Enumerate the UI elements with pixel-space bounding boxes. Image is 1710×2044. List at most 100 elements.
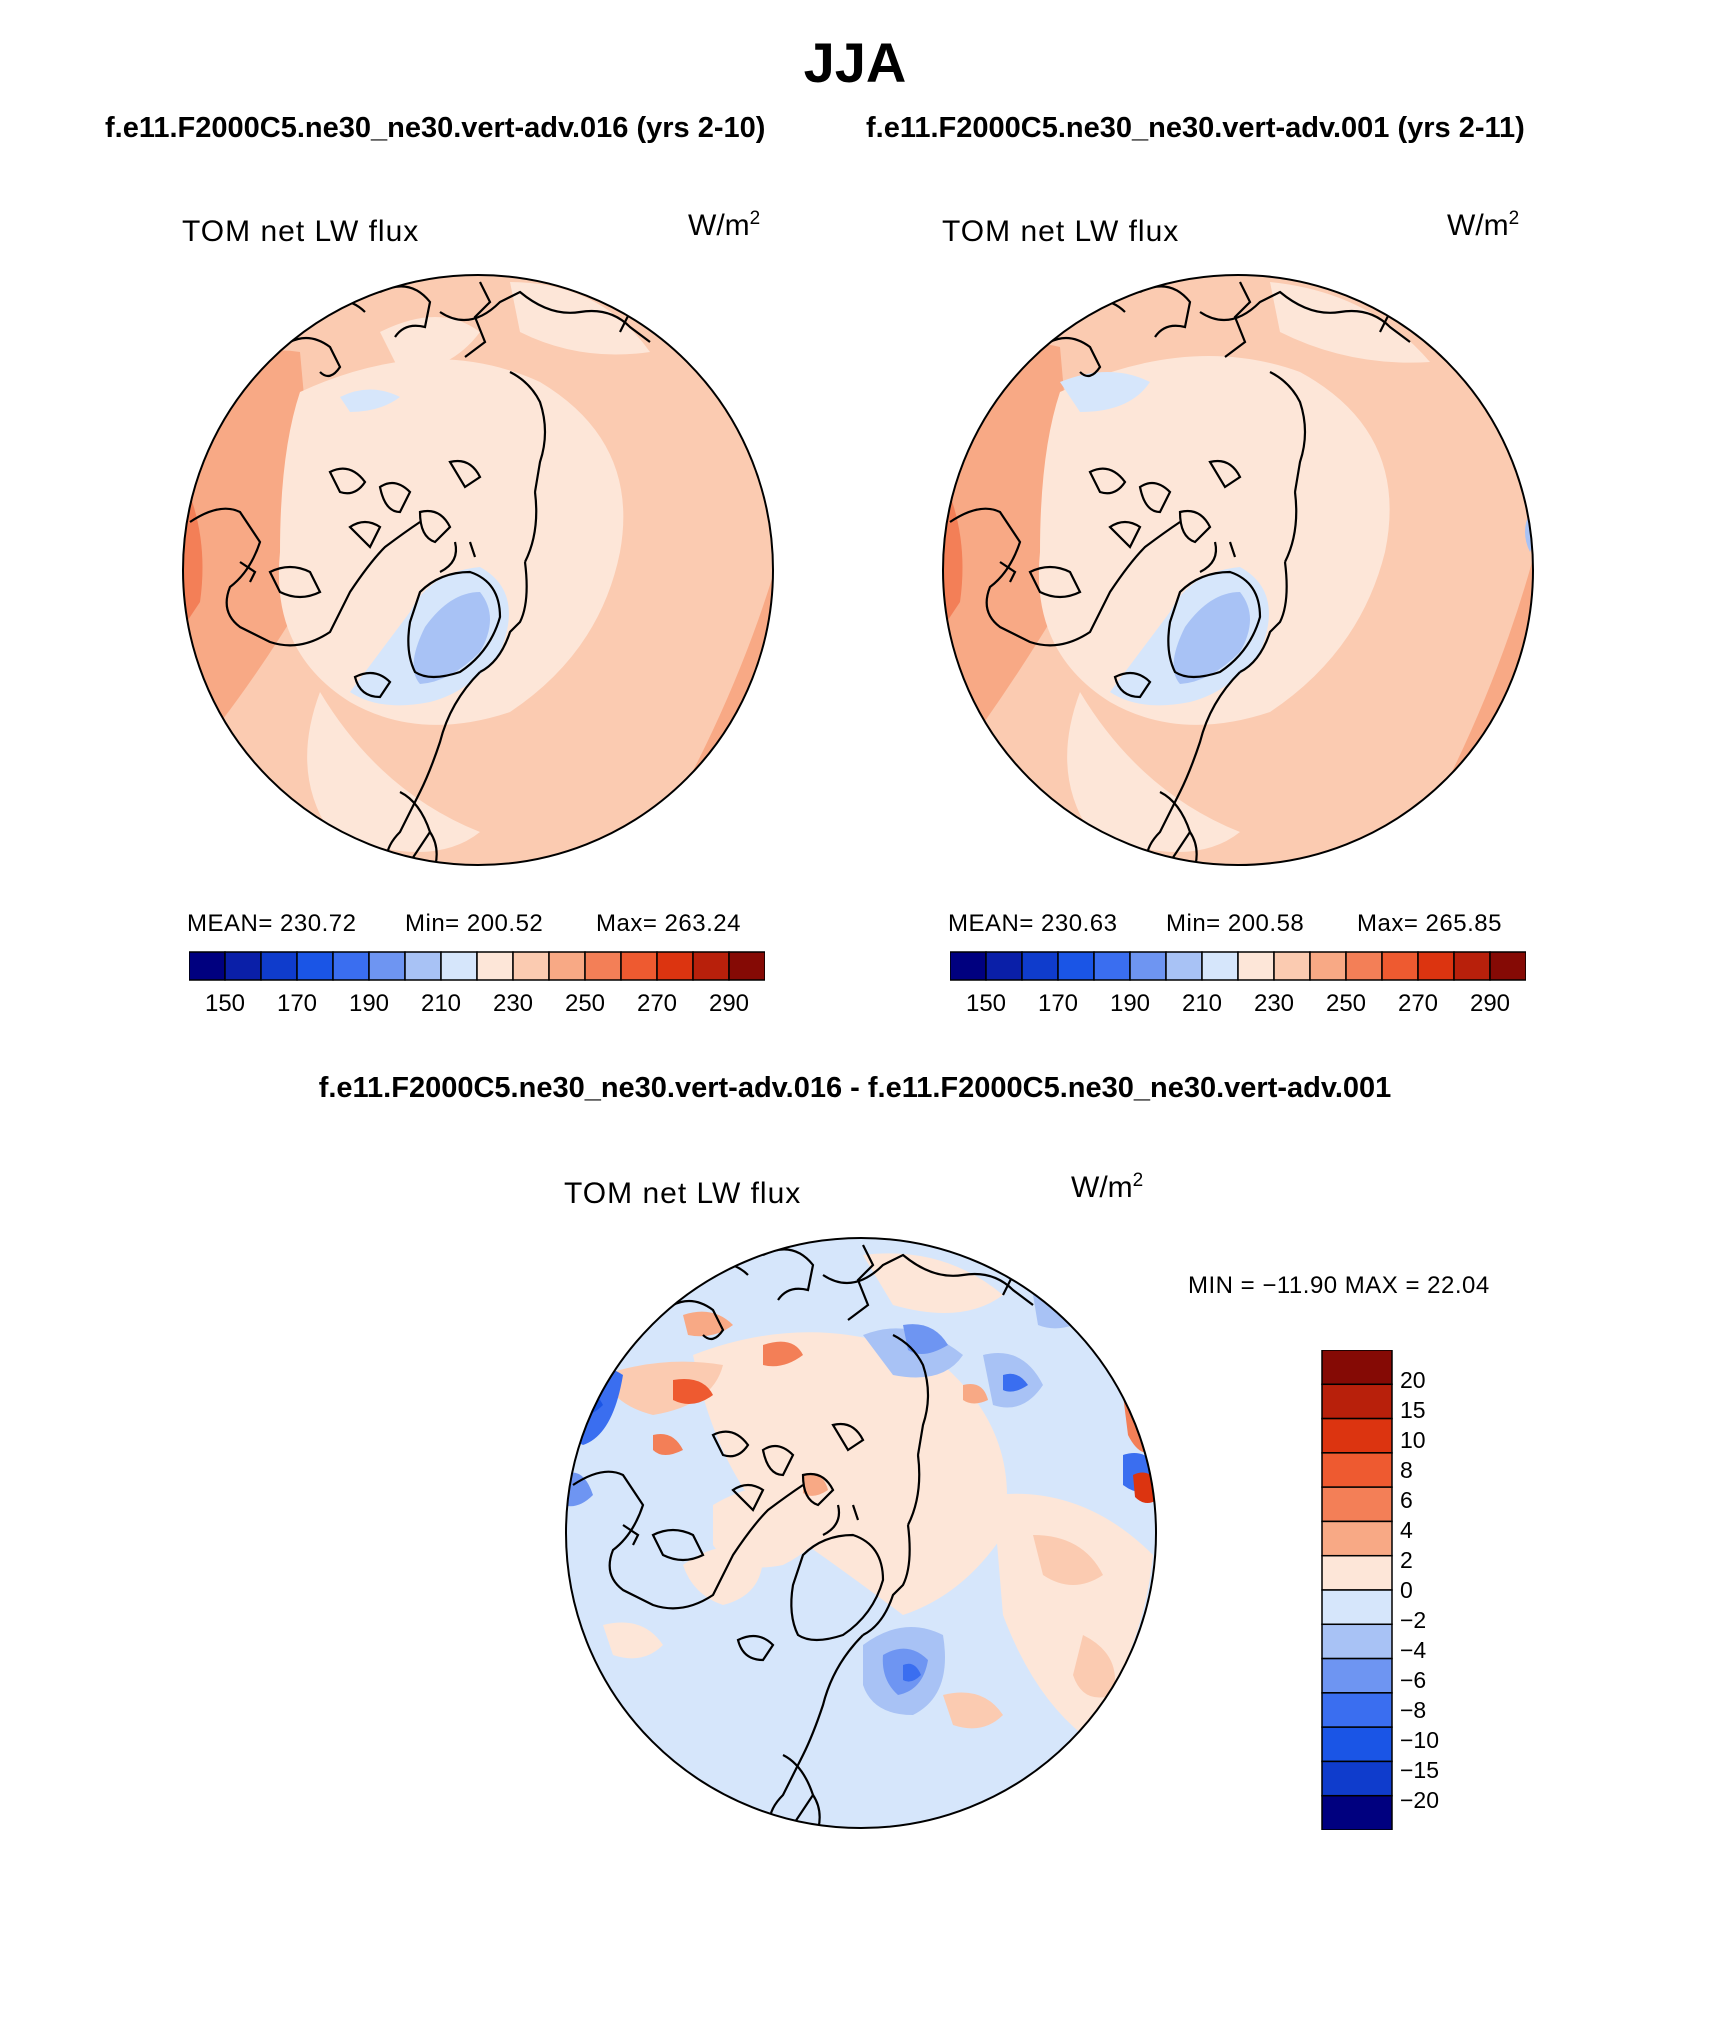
- panel2-cbar-label: 210: [1181, 990, 1223, 1017]
- colorbar-box: [1345, 951, 1383, 981]
- panel1-max: Max= 263.24: [596, 910, 741, 937]
- diff-cbar-label: 20: [1400, 1367, 1426, 1393]
- diff-cbar-label: −20: [1400, 1787, 1440, 1813]
- panel1-cbar-label: 210: [420, 990, 462, 1017]
- colorbar-box: [548, 951, 586, 981]
- panel1-mean: MEAN= 230.72: [187, 910, 357, 937]
- panel1-cbar-label: 190: [348, 990, 390, 1017]
- colorbar-box: [1165, 951, 1203, 981]
- panel1-colorbar: [189, 951, 765, 981]
- diff-cbar-label: 8: [1400, 1457, 1413, 1483]
- colorbar-box: [296, 951, 334, 981]
- colorbar-box: [1381, 951, 1419, 981]
- diff-units: W/m2: [1071, 1170, 1144, 1204]
- diff-cbar-label: −15: [1400, 1757, 1440, 1783]
- colorbar-box: [1489, 951, 1526, 981]
- colorbar-box: [1321, 1417, 1393, 1454]
- colorbar-box: [332, 951, 370, 981]
- panel1-cbar-label: 250: [564, 990, 606, 1017]
- panel2-cbar-label: 270: [1397, 990, 1439, 1017]
- diff-cbar-label: 4: [1400, 1517, 1413, 1543]
- colorbar-box: [260, 951, 298, 981]
- panel1-units: W/m2: [688, 208, 761, 242]
- diff-cbar-label: −4: [1400, 1637, 1427, 1663]
- colorbar-box: [1321, 1350, 1393, 1386]
- panel2-units: W/m2: [1447, 208, 1520, 242]
- diff-colorbar: [1321, 1350, 1393, 1830]
- colorbar-box: [1321, 1726, 1393, 1763]
- diff-cbar-label: −8: [1400, 1697, 1427, 1723]
- colorbar-box: [1453, 951, 1491, 981]
- colorbar-box: [656, 951, 694, 981]
- colorbar-box: [1237, 951, 1275, 981]
- colorbar-box: [224, 951, 262, 981]
- panel1-cbar-label: 150: [204, 990, 246, 1017]
- panel1-min: Min= 200.52: [405, 910, 544, 937]
- diff-cbar-label: −2: [1400, 1607, 1427, 1633]
- panel1-polar-map: [182, 274, 774, 866]
- panel2-variable-label: TOM net LW flux: [942, 215, 1180, 248]
- panel2-cbar-label: 190: [1109, 990, 1151, 1017]
- case2-title: f.e11.F2000C5.ne30_ne30.vert-adv.001 (yr…: [866, 112, 1525, 144]
- colorbar-box: [1057, 951, 1095, 981]
- colorbar-box: [1321, 1554, 1393, 1591]
- colorbar-box: [1417, 951, 1455, 981]
- diff-colorbar-boxes: [1321, 1350, 1393, 1830]
- panel1-cbar-label: 270: [636, 990, 678, 1017]
- panel2-colorbar-labels: 150 170 190 210 230 250 270 290: [950, 990, 1526, 1020]
- colorbar-box: [1321, 1486, 1393, 1523]
- colorbar-box: [1321, 1692, 1393, 1728]
- difference-polar-map: [565, 1237, 1157, 1829]
- colorbar-box: [1201, 951, 1239, 981]
- colorbar-box: [1309, 951, 1347, 981]
- panel1-cbar-label: 170: [276, 990, 318, 1017]
- colorbar-box: [950, 951, 987, 981]
- colorbar-box: [620, 951, 658, 981]
- case1-title: f.e11.F2000C5.ne30_ne30.vert-adv.016 (yr…: [105, 112, 766, 144]
- diff-cbar-label: −10: [1400, 1727, 1440, 1753]
- colorbar-box: [1093, 951, 1131, 981]
- panel2-cbar-label: 250: [1325, 990, 1367, 1017]
- colorbar-box: [1321, 1760, 1393, 1797]
- panel1-colorbar-boxes: [189, 951, 765, 981]
- panel2-cbar-label: 230: [1253, 990, 1295, 1017]
- panel1-cbar-label: 290: [708, 990, 750, 1017]
- colorbar-box: [476, 951, 514, 981]
- diff-cbar-label: 2: [1400, 1547, 1413, 1573]
- panel1-cbar-label: 230: [492, 990, 534, 1017]
- panel1-colorbar-labels: 150 170 190 210 230 250 270 290: [189, 990, 765, 1020]
- diff-cbar-label: −6: [1400, 1667, 1427, 1693]
- panel2-colorbar: [950, 951, 1526, 981]
- colorbar-box: [1021, 951, 1059, 981]
- colorbar-box: [692, 951, 730, 981]
- diff-cbar-label: 6: [1400, 1487, 1413, 1513]
- diff-minmax: MIN = −11.90 MAX = 22.04: [1188, 1272, 1490, 1299]
- colorbar-box: [985, 951, 1023, 981]
- panel2-cbar-label: 290: [1469, 990, 1511, 1017]
- diff-cbar-label: 15: [1400, 1397, 1426, 1423]
- colorbar-box: [728, 951, 765, 981]
- diff-colorbar-labels: 20 15 10 8 6 4 2 0 −2 −4 −6 −8 −10 −15 −…: [1400, 1350, 1480, 1830]
- colorbar-box: [1321, 1383, 1393, 1420]
- diff-cbar-label: 0: [1400, 1577, 1413, 1603]
- colorbar-box: [1321, 1452, 1393, 1488]
- colorbar-box: [512, 951, 550, 981]
- panel2-cbar-label: 170: [1037, 990, 1079, 1017]
- panel2-cbar-label: 150: [965, 990, 1007, 1017]
- colorbar-box: [440, 951, 478, 981]
- colorbar-box: [1321, 1589, 1393, 1626]
- panel2-min: Min= 200.58: [1166, 910, 1305, 937]
- difference-title: f.e11.F2000C5.ne30_ne30.vert-adv.016 - f…: [318, 1072, 1392, 1104]
- panel1-variable-label: TOM net LW flux: [182, 215, 420, 248]
- colorbar-box: [584, 951, 622, 981]
- colorbar-box: [1273, 951, 1311, 981]
- panel2-mean: MEAN= 230.63: [948, 910, 1118, 937]
- panel2-polar-map: [942, 274, 1534, 866]
- diff-cbar-label: 10: [1400, 1427, 1426, 1453]
- colorbar-box: [1129, 951, 1167, 981]
- colorbar-box: [404, 951, 442, 981]
- panel2-max: Max= 265.85: [1357, 910, 1502, 937]
- diff-variable-label: TOM net LW flux: [564, 1177, 802, 1210]
- panel2-colorbar-boxes: [950, 951, 1526, 981]
- season-title: JJA: [803, 31, 907, 94]
